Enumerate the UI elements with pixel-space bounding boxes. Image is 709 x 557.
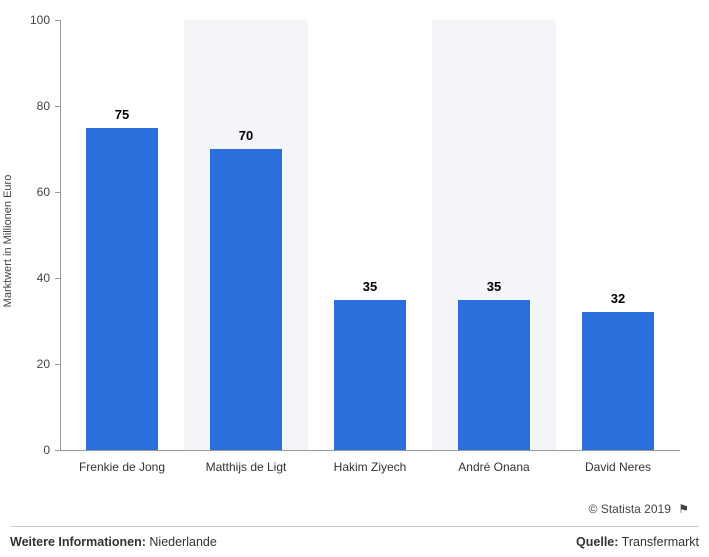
bar-value-label: 32 <box>582 291 654 306</box>
source-value: Transfermarkt <box>622 535 699 549</box>
category-label: André Onana <box>432 460 556 474</box>
bar: 35 <box>334 300 406 451</box>
footer-info: Weitere Informationen: Niederlande <box>10 535 217 549</box>
plot-area: 7570353532 <box>60 20 680 450</box>
bar-value-label: 75 <box>86 107 158 122</box>
bar-value-label: 35 <box>334 279 406 294</box>
ytick-mark <box>55 20 60 21</box>
info-value: Niederlande <box>149 535 216 549</box>
copyright: © Statista 2019 ⚑ <box>10 502 689 516</box>
category-label: Frenkie de Jong <box>60 460 184 474</box>
info-label: Weitere Informationen: <box>10 535 146 549</box>
ytick-mark <box>55 364 60 365</box>
footer-row: Weitere Informationen: Niederlande Quell… <box>10 526 699 549</box>
x-axis-line <box>60 450 680 451</box>
y-axis-line <box>60 20 61 450</box>
ytick-label: 40 <box>0 271 50 285</box>
category-label: Matthijs de Ligt <box>184 460 308 474</box>
ytick-label: 0 <box>0 443 50 457</box>
source-label: Quelle: <box>576 535 618 549</box>
ytick-label: 60 <box>0 185 50 199</box>
ytick-label: 100 <box>0 13 50 27</box>
chart-container: Marktwert in Millionen Euro 7570353532 0… <box>0 0 709 500</box>
bar-value-label: 35 <box>458 279 530 294</box>
ytick-mark <box>55 192 60 193</box>
bar: 75 <box>86 128 158 451</box>
ytick-label: 20 <box>0 357 50 371</box>
bar-value-label: 70 <box>210 128 282 143</box>
copyright-text: © Statista 2019 <box>589 502 671 516</box>
ytick-label: 80 <box>0 99 50 113</box>
category-label: Hakim Ziyech <box>308 460 432 474</box>
flag-icon: ⚑ <box>678 502 689 516</box>
footer: © Statista 2019 ⚑ Weitere Informationen:… <box>0 496 709 557</box>
ytick-mark <box>55 450 60 451</box>
ytick-mark <box>55 278 60 279</box>
bar: 35 <box>458 300 530 451</box>
bar: 70 <box>210 149 282 450</box>
ytick-mark <box>55 106 60 107</box>
bar: 32 <box>582 312 654 450</box>
footer-source: Quelle: Transfermarkt <box>576 535 699 549</box>
category-label: David Neres <box>556 460 680 474</box>
